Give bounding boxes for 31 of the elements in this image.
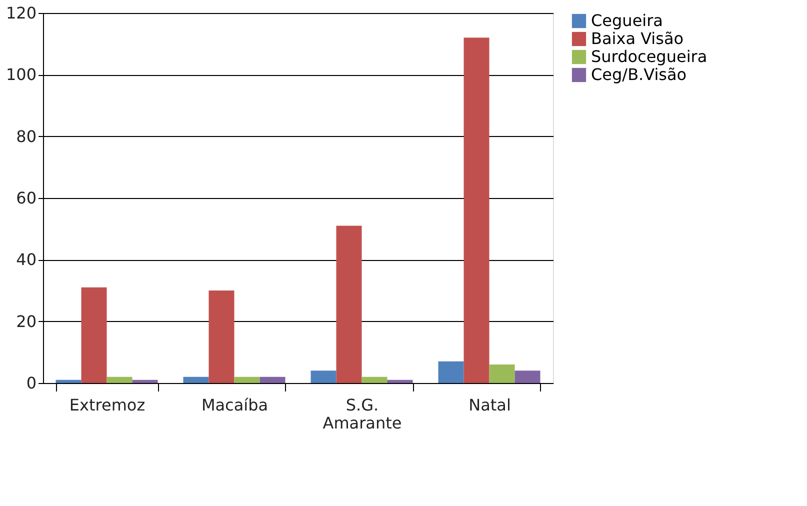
y-tick-label: 80 — [16, 126, 36, 146]
y-tick-label: 40 — [16, 250, 36, 270]
bar — [438, 361, 464, 383]
y-tick-label: 60 — [16, 188, 36, 208]
x-tick-label: Macaíba — [201, 396, 268, 414]
bar — [56, 380, 82, 383]
bar — [81, 287, 107, 383]
x-tick-label: S.G. Amarante — [322, 396, 402, 432]
bar — [489, 364, 515, 383]
bar — [183, 376, 209, 383]
bar — [464, 38, 490, 383]
legend-label: Ceg/B.Visão — [591, 65, 687, 84]
bar — [362, 376, 388, 383]
y-tick-label: 100 — [6, 65, 36, 84]
bar — [234, 376, 260, 383]
bar — [514, 370, 540, 383]
y-tick-label: 120 — [6, 4, 36, 22]
bar — [132, 380, 158, 383]
y-tick-label: 20 — [16, 312, 36, 331]
bar — [387, 380, 413, 383]
x-tick-label: Extremoz — [69, 396, 146, 414]
legend-label: Surdocegueira — [591, 47, 708, 66]
bar — [208, 290, 234, 383]
bar — [310, 370, 336, 383]
bar — [106, 376, 132, 383]
x-tick-label: Natal — [468, 396, 511, 414]
bar — [260, 376, 286, 383]
legend-label: Cegueira — [591, 11, 663, 30]
y-tick-label: 0 — [26, 374, 36, 392]
bar — [336, 226, 362, 383]
legend-label: Baixa Visão — [591, 29, 684, 48]
